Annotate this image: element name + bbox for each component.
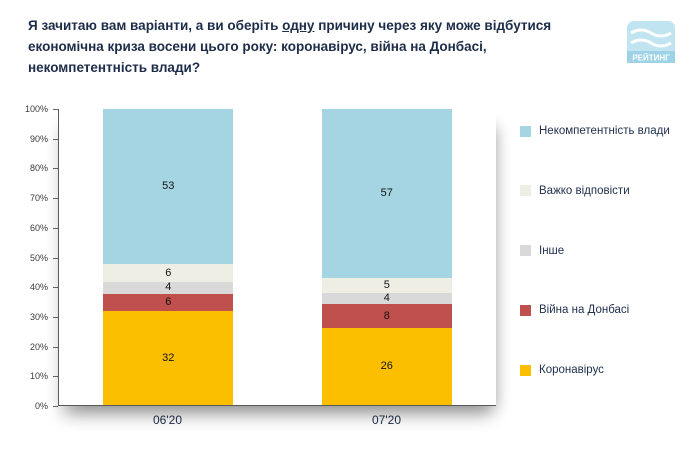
bar-segment: 53 — [103, 109, 234, 265]
legend-swatch — [520, 304, 531, 316]
bar-segment: 26 — [321, 328, 452, 405]
title-part-1: Я зачитаю вам варіанти, а ви оберіть — [28, 18, 283, 33]
y-tick-mark — [53, 168, 58, 170]
y-tick-label: 60% — [29, 222, 48, 233]
y-tick-mark — [53, 346, 58, 348]
y-tick-label: 20% — [29, 341, 48, 352]
legend-item: Важко відповісти — [520, 185, 670, 197]
logo-text: РЕЙТИНГ — [632, 54, 670, 63]
header: Я зачитаю вам варіанти, а ви оберіть одн… — [0, 0, 690, 79]
legend-swatch — [520, 125, 531, 137]
bar-segment-label: 26 — [380, 359, 393, 372]
bar-segment: 32 — [103, 311, 234, 405]
y-tick-mark — [53, 198, 58, 200]
legend-item: Некомпетентність влади — [520, 125, 670, 137]
stacked-bar-chart: 100% 90% 80% 70% 60% 50% 40% 30% 20% 10% 0% 53 6 4 6 3… — [14, 104, 690, 427]
bar-segment-label: 53 — [162, 180, 175, 193]
bar-segment-label: 6 — [165, 295, 172, 308]
bar-06'20: 53 6 4 6 32 — [103, 109, 234, 405]
y-tick-mark — [53, 316, 58, 318]
bar-segment-label: 4 — [383, 291, 390, 304]
y-tick-label: 70% — [29, 193, 48, 204]
y-tick-label: 80% — [29, 163, 48, 174]
legend-label: Некомпетентність влади — [539, 125, 670, 137]
bar-segment-label: 32 — [162, 351, 175, 364]
bar-segment: 4 — [103, 281, 234, 294]
x-axis-labels: 06'20 07'20 — [58, 413, 496, 427]
bar-segment-label: 4 — [165, 281, 172, 294]
legend: Некомпетентність влади Важко відповісти Ін… — [520, 109, 670, 406]
bar-segment: 8 — [321, 304, 452, 329]
legend-label: Війна на Донбасі — [539, 304, 630, 317]
legend-label: Інше — [539, 244, 565, 257]
legend-label: Важко відповісти — [539, 184, 630, 197]
legend-swatch — [520, 364, 531, 376]
y-tick-label: 100% — [24, 104, 48, 114]
y-tick-label: 90% — [29, 133, 48, 144]
plot-area: 53 6 4 6 32 57 5 4 8 26 — [58, 109, 496, 406]
bar-segment: 6 — [103, 293, 234, 312]
y-axis: 100% 90% 80% 70% 60% 50% 40% 30% 20% 10% 0% — [14, 104, 58, 411]
bar-segment-label: 57 — [380, 186, 393, 199]
title-underlined-word: одну — [282, 18, 315, 33]
x-axis-label: 06'20 — [153, 413, 182, 427]
bar-segment: 5 — [321, 277, 452, 293]
bar-segment-label: 6 — [165, 266, 172, 279]
bar-segment-label: 5 — [383, 278, 390, 291]
bar-segment: 6 — [103, 264, 234, 282]
x-axis-label: 07'20 — [372, 413, 401, 427]
legend-item: Інше — [520, 245, 670, 257]
y-tick-mark — [53, 406, 58, 407]
legend-swatch — [520, 245, 531, 256]
y-tick-mark — [53, 138, 58, 140]
y-tick-mark — [53, 376, 58, 378]
y-tick-label: 50% — [29, 252, 48, 263]
y-tick-label: 10% — [29, 371, 48, 382]
y-tick-mark — [53, 257, 58, 259]
y-tick-label: 40% — [29, 282, 48, 293]
bar-segment-label: 8 — [383, 309, 390, 322]
legend-item: Війна на Донбасі — [520, 304, 670, 316]
plot-column: 53 6 4 6 32 57 5 4 8 26 06'20 07'20 — [58, 109, 496, 427]
bar-segment: 57 — [321, 109, 452, 278]
y-tick-label: 0% — [34, 401, 48, 411]
legend-item: Коронавірус — [520, 364, 670, 376]
title-part-2: причину через яку може відбутися економі… — [28, 18, 552, 75]
y-tick-mark — [53, 227, 58, 229]
page-title: Я зачитаю вам варіанти, а ви оберіть одн… — [28, 16, 608, 79]
bar-07'20: 57 5 4 8 26 — [321, 109, 452, 405]
y-tick-mark — [53, 109, 58, 110]
legend-label: Коронавірус — [539, 364, 604, 376]
bar-segment: 4 — [321, 291, 452, 305]
legend-swatch — [520, 185, 531, 197]
flag-logo-icon: РЕЙТИНГ — [627, 21, 675, 63]
y-tick-mark — [53, 287, 58, 289]
y-tick-label: 30% — [29, 311, 48, 322]
rating-group-logo: РЕЙТИНГ — [626, 20, 676, 79]
